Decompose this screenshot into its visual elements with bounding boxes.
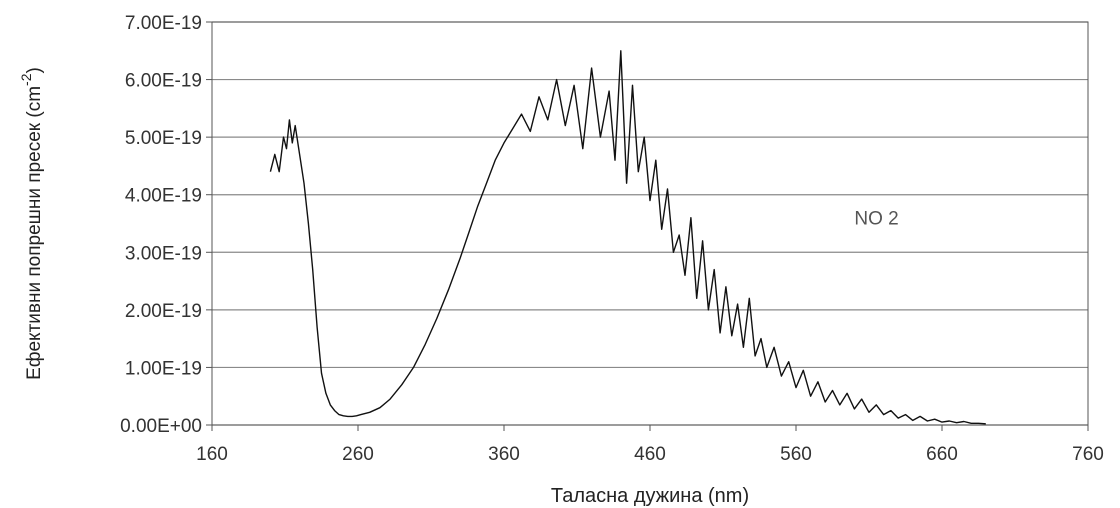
x-tick-label: 360: [488, 444, 520, 465]
y-axis-ticks: 0.00E+00 1.00E-19 2.00E-19 3.00E-19 4.00E-19…: [120, 13, 212, 437]
y-tick-label: 0.00E+00: [120, 416, 202, 437]
annotation-label: NO 2: [854, 209, 898, 230]
series-line: [269, 50, 986, 425]
y-axis-label: Ефективни попрешни пресек (cm-2): [18, 67, 45, 380]
x-tick-label: 760: [1072, 444, 1104, 465]
y-axis-label-superscript: -2: [18, 73, 34, 86]
x-tick-label: 660: [926, 444, 958, 465]
y-axis-label-close: ): [24, 67, 45, 73]
x-tick-label: 260: [342, 444, 374, 465]
x-tick-label: 560: [780, 444, 812, 465]
y-tick-label: 7.00E-19: [125, 13, 202, 34]
y-tick-label: 3.00E-19: [125, 243, 202, 264]
y-tick-label: 5.00E-19: [125, 128, 202, 149]
y-tick-label: 2.00E-19: [125, 301, 202, 322]
y-axis-label-main: Ефективни попрешни пресек (cm: [24, 86, 45, 380]
y-tick-label: 4.00E-19: [125, 186, 202, 207]
x-axis-ticks: 160 260 360 460 560 660 760: [196, 425, 1104, 465]
gridlines: [212, 21, 1088, 426]
y-tick-label: 1.00E-19: [125, 358, 202, 379]
x-axis-label: Таласна дужина (nm): [551, 485, 749, 507]
x-tick-label: 460: [634, 444, 666, 465]
y-tick-label: 6.00E-19: [125, 71, 202, 92]
x-tick-label: 160: [196, 444, 228, 465]
plot-area-frame: [211, 21, 1089, 426]
